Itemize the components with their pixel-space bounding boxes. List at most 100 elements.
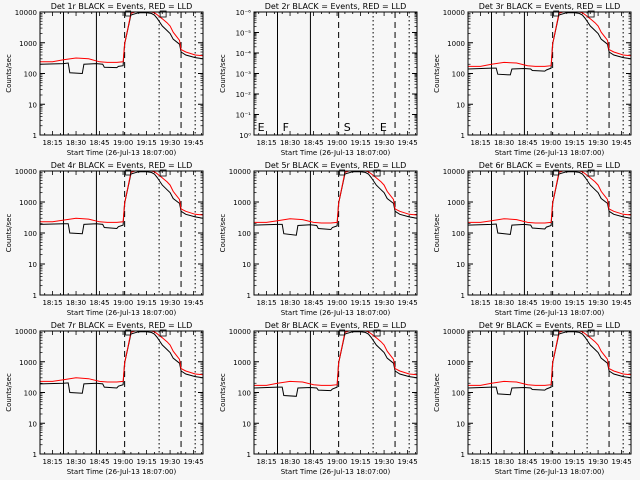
state-marker	[125, 10, 132, 17]
x-tick-label: 19:45	[184, 458, 204, 466]
y-tick-label: 10000	[443, 168, 465, 176]
plot-frame	[39, 11, 204, 136]
y-tick-label: 10⁻⁶	[236, 9, 252, 17]
y-tick-label: 10000	[443, 9, 465, 17]
lld-series-line	[254, 331, 417, 386]
x-tick-label: 18:30	[66, 299, 86, 307]
detector-panel-7: Det 7r BLACK = Events, RED = LLD Counts/s…	[5, 321, 204, 476]
y-tick-label: 10000	[229, 168, 251, 176]
panel-title: Det 4r BLACK = Events, RED = LLD	[51, 161, 193, 170]
y-tick-label: 10	[28, 101, 37, 109]
x-tick-label: 18:30	[280, 458, 300, 466]
y-tick-label: 10⁻⁵	[236, 30, 252, 38]
state-marker	[553, 169, 560, 176]
series-group	[254, 171, 417, 236]
x-tick-label: 18:15	[42, 139, 62, 147]
panel-title: Det 2r BLACK = Events, RED = LLD	[265, 2, 407, 11]
x-tick-label: 18:45	[517, 299, 537, 307]
x-tick-label: 19:15	[350, 458, 370, 466]
event-lines	[63, 12, 196, 135]
x-tick-label: 19:00	[327, 139, 347, 147]
x-axis-label: Start Time (26-Jul-13 18:07:00)	[67, 149, 177, 157]
y-tick-label: 1	[33, 132, 37, 140]
event-lines	[491, 331, 624, 454]
x-tick-label: 18:30	[494, 458, 514, 466]
x-tick-label: 19:30	[160, 299, 180, 307]
series-group	[468, 171, 631, 235]
x-tick-label: 19:30	[374, 139, 394, 147]
y-tick-label: 10000	[443, 328, 465, 336]
event-lines	[63, 171, 196, 295]
y-tick-label: 100	[24, 390, 37, 398]
state-marker	[373, 329, 381, 337]
x-tick-label: 19:00	[541, 458, 561, 466]
y-tick-label: 10	[28, 261, 37, 269]
flag-label: S	[344, 121, 351, 134]
events-series-line	[40, 331, 203, 394]
event-lines	[491, 12, 624, 135]
y-tick-label: 100	[452, 390, 465, 398]
x-tick-label: 18:45	[89, 458, 109, 466]
events-series-line	[40, 171, 203, 235]
x-tick-label: 19:00	[541, 139, 561, 147]
x-tick-label: 18:45	[303, 458, 323, 466]
lld-series-line	[254, 171, 417, 224]
events-series-line	[468, 171, 631, 235]
x-tick-label: 19:15	[136, 139, 156, 147]
y-tick-label: 1	[461, 451, 465, 459]
y-tick-label: 10000	[15, 168, 37, 176]
x-tick-label: 19:00	[327, 299, 347, 307]
y-tick-label: 10	[28, 420, 37, 428]
lld-series-line	[468, 331, 631, 386]
y-axis-label: Counts/sec	[5, 54, 13, 93]
lld-series-line	[40, 12, 203, 63]
x-tick-label: 18:45	[303, 139, 323, 147]
y-tick-label: 10	[456, 261, 465, 269]
x-tick-label: 18:30	[66, 139, 86, 147]
x-tick-label: 18:15	[42, 458, 62, 466]
y-tick-label: 1000	[19, 199, 37, 207]
x-tick-label: 19:45	[398, 458, 418, 466]
detector-panel-1: Det 1r BLACK = Events, RED = LLD Counts/s…	[5, 2, 204, 157]
detector-panel-4: Det 4r BLACK = Events, RED = LLD Counts/s…	[5, 161, 204, 317]
y-tick-label: 10⁰	[239, 132, 251, 140]
state-marker	[125, 329, 132, 336]
y-axis-label: Counts/sec	[433, 214, 441, 253]
panel-title: Det 7r BLACK = Events, RED = LLD	[51, 321, 193, 330]
x-tick-label: 19:30	[588, 458, 608, 466]
x-axis-label: Start Time (26-Jul-13 18:07:00)	[495, 309, 605, 317]
x-tick-label: 18:15	[470, 299, 490, 307]
x-tick-label: 18:30	[280, 139, 300, 147]
plot-frame	[467, 170, 632, 296]
x-tick-label: 19:15	[350, 139, 370, 147]
x-tick-label: 19:45	[398, 299, 418, 307]
y-tick-label: 1	[247, 451, 251, 459]
state-marker	[373, 169, 381, 177]
y-tick-label: 1000	[447, 359, 465, 367]
events-series-line	[468, 12, 631, 76]
series-group	[468, 12, 631, 76]
x-tick-label: 19:15	[564, 299, 584, 307]
plot-frame	[467, 330, 632, 455]
event-lines	[491, 171, 624, 295]
x-tick-label: 18:15	[256, 139, 276, 147]
x-tick-label: 18:45	[303, 299, 323, 307]
state-marker	[587, 10, 595, 18]
events-series-line	[254, 331, 417, 397]
x-tick-label: 18:30	[280, 299, 300, 307]
x-tick-label: 19:45	[612, 139, 632, 147]
y-tick-label: 100	[452, 230, 465, 238]
detector-panel-9: Det 9r BLACK = Events, RED = LLD Counts/s…	[433, 321, 632, 476]
series-group	[468, 331, 631, 396]
y-tick-label: 1000	[447, 40, 465, 48]
flag-label: E	[258, 121, 265, 134]
y-tick-label: 10000	[15, 328, 37, 336]
panel-title: Det 8r BLACK = Events, RED = LLD	[265, 321, 407, 330]
y-tick-label: 1	[461, 132, 465, 140]
state-marker	[587, 329, 595, 337]
x-axis-label: Start Time (26-Jul-13 18:07:00)	[495, 468, 605, 476]
y-tick-label: 1000	[19, 40, 37, 48]
event-lines	[277, 12, 410, 135]
y-tick-label: 1000	[19, 359, 37, 367]
